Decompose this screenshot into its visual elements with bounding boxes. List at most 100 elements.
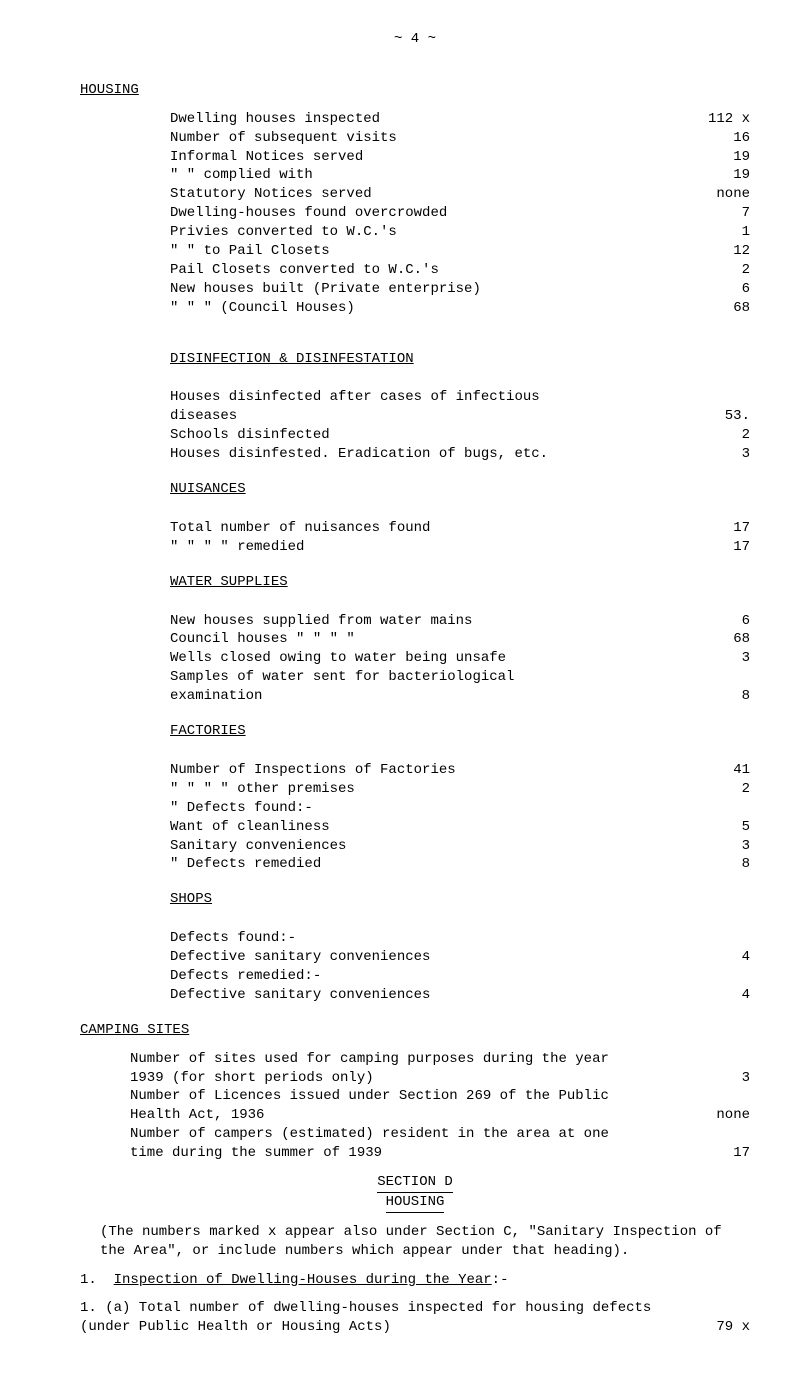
label: Houses disinfected after cases of infect… xyxy=(170,388,690,407)
label: Number of Licences issued under Section … xyxy=(130,1087,690,1106)
camping-row: Number of campers (estimated) resident i… xyxy=(130,1125,750,1144)
label: Number of campers (estimated) resident i… xyxy=(130,1125,690,1144)
label: " " to Pail Closets xyxy=(170,242,690,261)
water-row: Samples of water sent for bacteriologica… xyxy=(170,668,750,687)
housing-row: " " " (Council Houses)68 xyxy=(170,299,750,318)
camping-heading: CAMPING SITES xyxy=(80,1021,750,1040)
shops-row: Defects found:- xyxy=(170,929,750,948)
shops-row: Defective sanitary conveniences4 xyxy=(170,948,750,967)
housing-block: Dwelling houses inspected112 x Number of… xyxy=(80,110,750,318)
label: Health Act, 1936 xyxy=(130,1106,690,1125)
value: 12 xyxy=(690,242,750,261)
camping-row: Health Act, 1936none xyxy=(130,1106,750,1125)
water-row: New houses supplied from water mains6 xyxy=(170,612,750,631)
housing-row: Dwelling houses inspected112 x xyxy=(170,110,750,129)
label: Pail Closets converted to W.C.'s xyxy=(170,261,690,280)
housing-row: New houses built (Private enterprise)6 xyxy=(170,280,750,299)
label: Defective sanitary conveniences xyxy=(170,948,690,967)
label: Wells closed owing to water being unsafe xyxy=(170,649,690,668)
label: " " complied with xyxy=(170,166,690,185)
factories-row: Sanitary conveniences3 xyxy=(170,837,750,856)
housing-row: Dwelling-houses found overcrowded7 xyxy=(170,204,750,223)
value: none xyxy=(690,185,750,204)
housing-heading: HOUSING xyxy=(80,81,750,100)
factories-heading: FACTORIES xyxy=(170,722,246,741)
value: 68 xyxy=(690,630,750,649)
value: 3 xyxy=(690,445,750,464)
housing-row: Privies converted to W.C.'s1 xyxy=(170,223,750,242)
disinfection-row: Schools disinfected2 xyxy=(170,426,750,445)
value: none xyxy=(690,1106,750,1125)
section-d-heading: SECTION D xyxy=(377,1173,453,1193)
label: " " " " other premises xyxy=(170,780,690,799)
label: " " " (Council Houses) xyxy=(170,299,690,318)
value: 8 xyxy=(690,687,750,706)
camping-row: 1939 (for short periods only)3 xyxy=(130,1069,750,1088)
factories-row: " Defects found:- xyxy=(170,799,750,818)
label: examination xyxy=(170,687,690,706)
label: " Defects found:- xyxy=(170,799,690,818)
value: 17 xyxy=(690,519,750,538)
label: " Defects remedied xyxy=(170,855,690,874)
value xyxy=(690,799,750,818)
nuisances-row: " " " " remedied17 xyxy=(170,538,750,557)
housing-row: Informal Notices served19 xyxy=(170,148,750,167)
label: Council houses " " " " xyxy=(170,630,690,649)
water-row: Wells closed owing to water being unsafe… xyxy=(170,649,750,668)
housing-row: Number of subsequent visits16 xyxy=(170,129,750,148)
value: 2 xyxy=(690,780,750,799)
value: 7 xyxy=(690,204,750,223)
value: 112 x xyxy=(690,110,750,129)
shops-row: Defects remedied:- xyxy=(170,967,750,986)
value: 16 xyxy=(690,129,750,148)
water-heading: WATER SUPPLIES xyxy=(170,573,288,592)
housing-row: Statutory Notices servednone xyxy=(170,185,750,204)
label: Dwelling houses inspected xyxy=(170,110,690,129)
label: time during the summer of 1939 xyxy=(130,1144,690,1163)
camping-row: Number of sites used for camping purpose… xyxy=(130,1050,750,1069)
value: 41 xyxy=(690,761,750,780)
label: Number of Inspections of Factories xyxy=(170,761,690,780)
value: 19 xyxy=(690,166,750,185)
label: Schools disinfected xyxy=(170,426,690,445)
item-1a-row: (under Public Health or Housing Acts) 79… xyxy=(80,1318,750,1337)
value: 4 xyxy=(690,948,750,967)
label: Defects remedied:- xyxy=(170,967,690,986)
footnote: (The numbers marked x appear also under … xyxy=(80,1223,750,1261)
page-number: ~ 4 ~ xyxy=(80,30,750,65)
value: 53. xyxy=(690,407,750,426)
label: 1939 (for short periods only) xyxy=(130,1069,690,1088)
label: Total number of nuisances found xyxy=(170,519,690,538)
value: 3 xyxy=(690,1069,750,1088)
shops-row: Defective sanitary conveniences4 xyxy=(170,986,750,1005)
label: Number of sites used for camping purpose… xyxy=(130,1050,690,1069)
factories-row: " " " " other premises2 xyxy=(170,780,750,799)
label: New houses supplied from water mains xyxy=(170,612,690,631)
label: Sanitary conveniences xyxy=(170,837,690,856)
disinfection-row: Houses disinfested. Eradication of bugs,… xyxy=(170,445,750,464)
value xyxy=(690,1125,750,1144)
value xyxy=(690,388,750,407)
housing-row: " " complied with19 xyxy=(170,166,750,185)
value: 17 xyxy=(690,538,750,557)
label: Informal Notices served xyxy=(170,148,690,167)
housing-row: Pail Closets converted to W.C.'s2 xyxy=(170,261,750,280)
label: Houses disinfested. Eradication of bugs,… xyxy=(170,445,690,464)
value: 4 xyxy=(690,986,750,1005)
value xyxy=(690,967,750,986)
value: 6 xyxy=(690,612,750,631)
label: Samples of water sent for bacteriologica… xyxy=(170,668,690,687)
label: Dwelling-houses found overcrowded xyxy=(170,204,690,223)
section-d-sub: HOUSING xyxy=(386,1193,445,1213)
factories-row: Want of cleanliness5 xyxy=(170,818,750,837)
value xyxy=(690,1050,750,1069)
nuisances-heading: NUISANCES xyxy=(170,480,246,499)
housing-row: " " to Pail Closets12 xyxy=(170,242,750,261)
item-1-heading-text: Inspection of Dwelling-Houses during the… xyxy=(114,1272,492,1288)
label: New houses built (Private enterprise) xyxy=(170,280,690,299)
item-1a: 1. (a) Total number of dwelling-houses i… xyxy=(80,1299,750,1318)
camping-row: time during the summer of 193917 xyxy=(130,1144,750,1163)
label: Statutory Notices served xyxy=(170,185,690,204)
water-row: examination8 xyxy=(170,687,750,706)
label: Number of subsequent visits xyxy=(170,129,690,148)
